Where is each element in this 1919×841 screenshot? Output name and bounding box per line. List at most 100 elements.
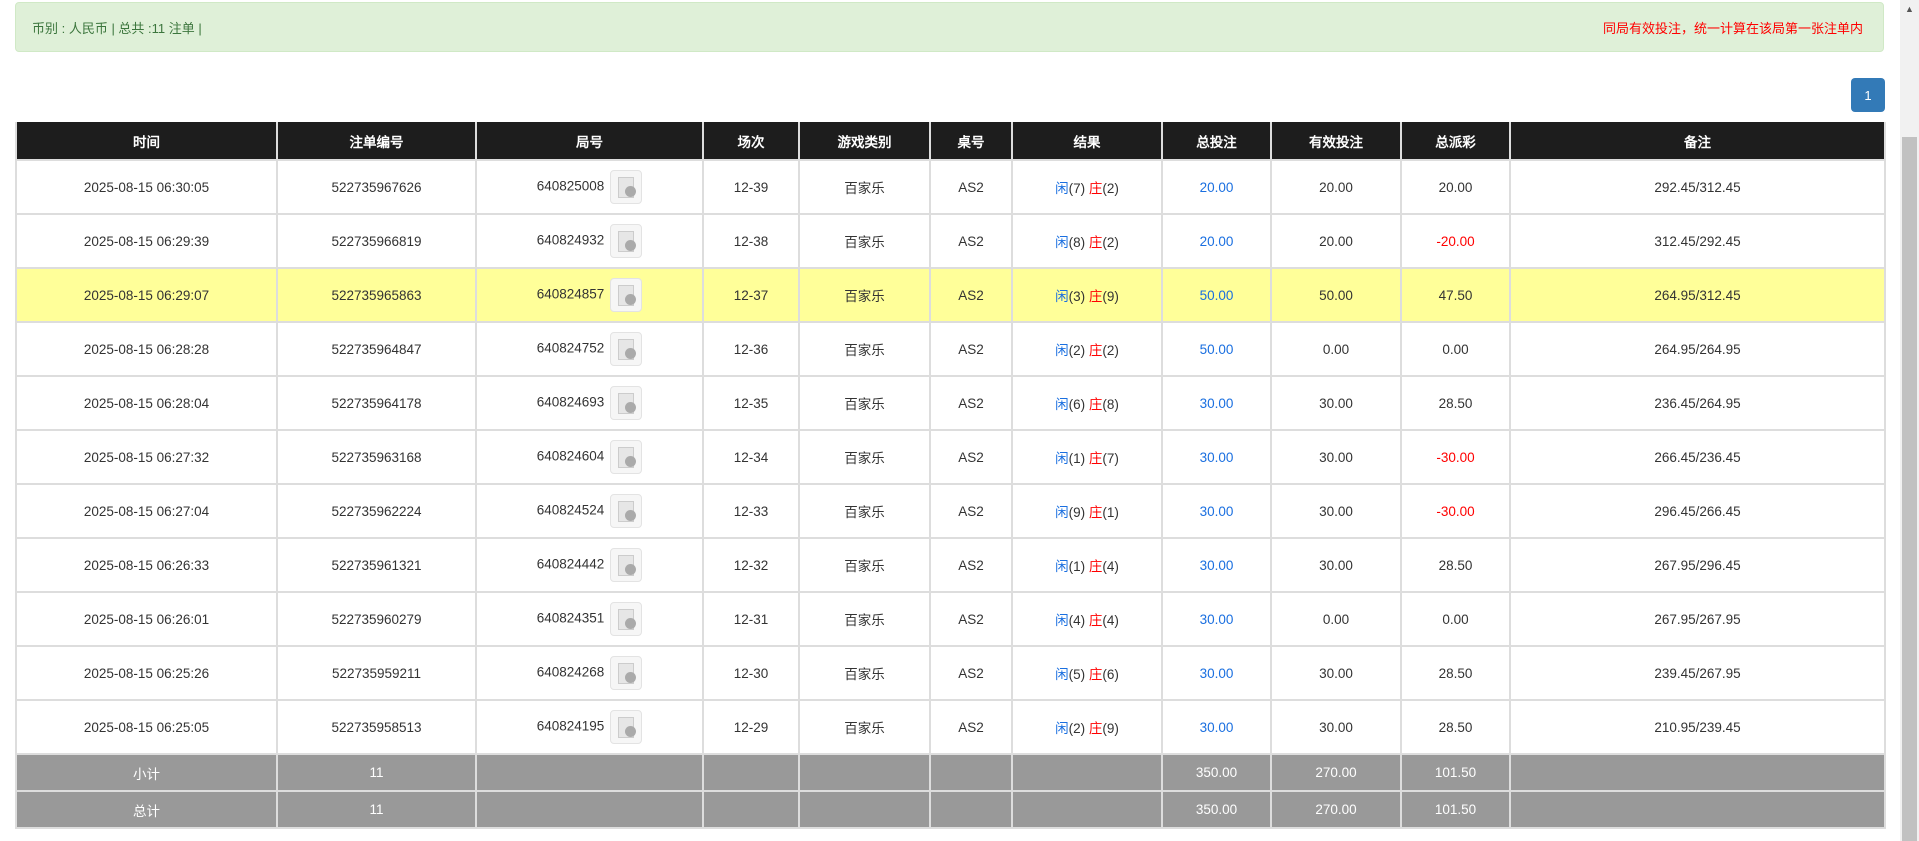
shoe-cell: 12-29 — [702, 699, 800, 755]
bet-id-cell: 522735958513 — [276, 699, 477, 755]
bet-id-cell: 522735967626 — [276, 159, 477, 215]
player-label: 闲 — [1055, 343, 1069, 358]
valid-bet-cell: 30.00 — [1270, 537, 1402, 593]
header-time: 时间 — [15, 122, 278, 161]
payout-cell: 47.50 — [1400, 267, 1511, 323]
game-type-cell: 百家乐 — [798, 429, 931, 485]
time-cell: 2025-08-15 06:29:39 — [15, 213, 278, 269]
round-number: 640824857 — [536, 286, 605, 302]
result-cell: 闲(8) 庄(2) — [1011, 213, 1163, 269]
note-cell: 239.45/267.95 — [1509, 645, 1886, 701]
payout-cell: -20.00 — [1400, 213, 1511, 269]
player-label: 闲 — [1055, 721, 1069, 736]
page-1-button[interactable]: 1 — [1851, 78, 1885, 112]
payout-cell: 28.50 — [1400, 645, 1511, 701]
total-bet-cell: 30.00 — [1161, 429, 1272, 485]
scrollbar[interactable]: ▲ — [1900, 0, 1919, 841]
shoe-cell: 12-34 — [702, 429, 800, 485]
subtotal-row: 小计 11 350.00 270.00 101.50 — [15, 753, 1886, 792]
round-cell: 640824604 — [475, 429, 704, 485]
video-replay-icon[interactable] — [610, 224, 643, 258]
round-cell: 640824752 — [475, 321, 704, 377]
time-cell: 2025-08-15 06:29:07 — [15, 267, 278, 323]
player-value: (3) — [1068, 289, 1086, 304]
game-type-cell: 百家乐 — [798, 537, 931, 593]
note-cell: 264.95/264.95 — [1509, 321, 1886, 377]
player-value: (1) — [1068, 559, 1086, 574]
scroll-up-arrow-icon[interactable]: ▲ — [1905, 4, 1914, 14]
note-cell: 210.95/239.45 — [1509, 699, 1886, 755]
payout-cell: 0.00 — [1400, 591, 1511, 647]
note-cell: 296.45/266.45 — [1509, 483, 1886, 539]
video-replay-icon[interactable] — [610, 278, 643, 312]
banker-label: 庄 — [1088, 559, 1103, 574]
note-cell: 267.95/296.45 — [1509, 537, 1886, 593]
round-number: 640824442 — [536, 556, 605, 572]
table-row: 2025-08-15 06:29:07 522735965863 6408248… — [15, 267, 1886, 323]
header-valid-bet: 有效投注 — [1270, 122, 1402, 161]
result-cell: 闲(2) 庄(2) — [1011, 321, 1163, 377]
shoe-cell: 12-37 — [702, 267, 800, 323]
round-number: 640824195 — [536, 718, 605, 734]
result-cell: 闲(6) 庄(8) — [1011, 375, 1163, 431]
banker-label: 庄 — [1088, 397, 1103, 412]
time-cell: 2025-08-15 06:27:04 — [15, 483, 278, 539]
payout-cell: -30.00 — [1400, 483, 1511, 539]
total-label: 小计 — [15, 753, 278, 792]
total-bet-sum: 350.00 — [1161, 753, 1272, 792]
video-replay-icon[interactable] — [610, 602, 643, 636]
banker-label: 庄 — [1088, 505, 1103, 520]
header-payout: 总派彩 — [1400, 122, 1511, 161]
banker-label: 庄 — [1088, 289, 1103, 304]
game-type-cell: 百家乐 — [798, 321, 931, 377]
banker-value: (1) — [1102, 505, 1119, 520]
banker-value: (4) — [1102, 559, 1119, 574]
banker-label: 庄 — [1088, 613, 1103, 628]
player-value: (5) — [1068, 667, 1086, 682]
table-no-cell: AS2 — [929, 645, 1013, 701]
game-type-cell: 百家乐 — [798, 699, 931, 755]
table-no-cell: AS2 — [929, 159, 1013, 215]
summary-text: 币别 : 人民币 | 总共 :11 注单 | — [32, 20, 202, 36]
video-replay-icon[interactable] — [610, 440, 643, 474]
grand-total-row: 总计 11 350.00 270.00 101.50 — [15, 790, 1886, 829]
payout-cell: 28.50 — [1400, 375, 1511, 431]
time-cell: 2025-08-15 06:28:04 — [15, 375, 278, 431]
table-row: 2025-08-15 06:29:39 522735966819 6408249… — [15, 213, 1886, 269]
table-no-cell: AS2 — [929, 213, 1013, 269]
player-label: 闲 — [1055, 397, 1069, 412]
player-label: 闲 — [1055, 559, 1069, 574]
round-cell: 640824932 — [475, 213, 704, 269]
video-replay-icon[interactable] — [610, 332, 643, 366]
total-bet-cell: 50.00 — [1161, 321, 1272, 377]
valid-bet-cell: 0.00 — [1270, 591, 1402, 647]
table-header: 时间 注单编号 局号 场次 游戏类别 桌号 结果 总投注 有效投注 总派彩 备注 — [15, 122, 1886, 161]
time-cell: 2025-08-15 06:26:01 — [15, 591, 278, 647]
player-value: (8) — [1068, 235, 1086, 250]
bet-id-cell: 522735961321 — [276, 537, 477, 593]
result-cell: 闲(7) 庄(2) — [1011, 159, 1163, 215]
video-replay-icon[interactable] — [610, 494, 643, 528]
round-cell: 640824268 — [475, 645, 704, 701]
total-bet-sum: 350.00 — [1161, 790, 1272, 829]
header-game-type: 游戏类别 — [798, 122, 931, 161]
note-cell: 312.45/292.45 — [1509, 213, 1886, 269]
player-value: (1) — [1068, 451, 1086, 466]
valid-bet-cell: 20.00 — [1270, 159, 1402, 215]
table-row: 2025-08-15 06:30:05 522735967626 6408250… — [15, 159, 1886, 215]
table-no-cell: AS2 — [929, 591, 1013, 647]
table-row: 2025-08-15 06:27:32 522735963168 6408246… — [15, 429, 1886, 485]
game-type-cell: 百家乐 — [798, 483, 931, 539]
scrollbar-thumb[interactable] — [1902, 137, 1917, 841]
valid-bet-cell: 30.00 — [1270, 375, 1402, 431]
round-number: 640824351 — [536, 610, 605, 626]
round-number: 640824524 — [536, 502, 605, 518]
round-number: 640824932 — [536, 232, 605, 248]
video-replay-icon[interactable] — [610, 386, 643, 420]
video-replay-icon[interactable] — [610, 710, 643, 744]
total-bet-cell: 30.00 — [1161, 699, 1272, 755]
video-replay-icon[interactable] — [610, 170, 643, 204]
video-replay-icon[interactable] — [610, 656, 643, 690]
player-value: (9) — [1068, 505, 1086, 520]
video-replay-icon[interactable] — [610, 548, 643, 582]
